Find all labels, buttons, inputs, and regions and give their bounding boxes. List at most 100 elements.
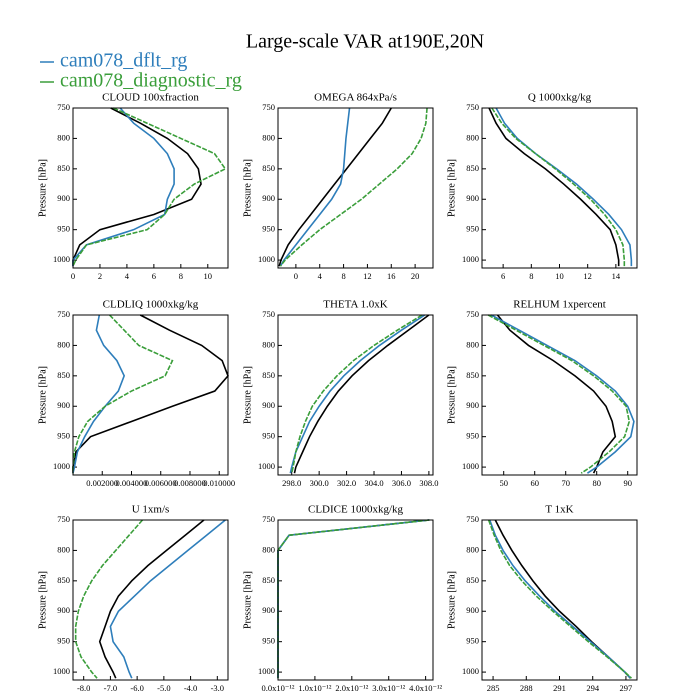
plot-frame xyxy=(481,314,638,476)
x-tick-label: 8 xyxy=(179,271,183,281)
x-tick-label: 90 xyxy=(623,478,632,488)
y-tick-label: 950 xyxy=(262,224,275,234)
panel-title: Q 1000xkg/kg xyxy=(528,92,592,104)
y-tick-label: 950 xyxy=(466,431,479,441)
profile-line xyxy=(109,519,226,679)
y-tick-label: 900 xyxy=(466,400,479,410)
x-tick-label: 2.0x10⁻¹² xyxy=(335,683,368,693)
profile-line xyxy=(494,519,631,679)
y-axis-label: Pressure [hPa] xyxy=(446,366,457,424)
y-tick-label: 900 xyxy=(262,193,275,203)
x-tick-label: 304.0 xyxy=(364,478,383,488)
y-tick-label: 900 xyxy=(57,605,70,615)
panel-title: OMEGA 864xPa/s xyxy=(314,92,397,104)
x-tick-label: 297 xyxy=(620,683,633,693)
x-tick-label: 0.010000 xyxy=(203,478,235,488)
plot-frame xyxy=(277,107,434,269)
plot-frame xyxy=(277,519,434,681)
x-tick-label: 291 xyxy=(553,683,566,693)
y-tick-label: 950 xyxy=(466,224,479,234)
x-tick-label: -4.0 xyxy=(184,683,197,693)
y-tick-label: 800 xyxy=(57,339,70,349)
y-tick-label: 800 xyxy=(57,544,70,554)
profile-line xyxy=(277,519,430,679)
y-tick-label: 850 xyxy=(57,575,70,585)
y-tick-label: 1000 xyxy=(462,254,479,264)
y-axis-label: Pressure [hPa] xyxy=(446,571,457,629)
y-tick-label: 1000 xyxy=(258,666,275,676)
y-tick-label: 1000 xyxy=(53,254,70,264)
x-tick-label: 0.0x10⁻¹² xyxy=(262,683,295,693)
x-tick-label: 0.002000 xyxy=(86,478,118,488)
y-tick-label: 1000 xyxy=(258,461,275,471)
profile-line xyxy=(277,519,430,679)
x-tick-label: 306.0 xyxy=(392,478,411,488)
profile-line xyxy=(279,107,351,267)
profile-line xyxy=(495,107,633,267)
y-axis-label: Pressure [hPa] xyxy=(37,366,48,424)
profile-line xyxy=(487,314,631,474)
y-tick-label: 950 xyxy=(262,636,275,646)
profile-line xyxy=(277,519,430,679)
profile-line xyxy=(290,314,423,474)
x-tick-label: 16 xyxy=(387,271,396,281)
x-tick-label: 4.0x10⁻¹² xyxy=(409,683,442,693)
y-tick-label: 850 xyxy=(57,163,70,173)
x-tick-label: 308.0 xyxy=(419,478,438,488)
x-tick-label: 8 xyxy=(529,271,533,281)
plot-frame xyxy=(72,314,229,476)
panel-title: CLDLIQ 1000xkg/kg xyxy=(103,299,199,311)
y-tick-label: 800 xyxy=(262,544,275,554)
profile-line xyxy=(488,519,631,679)
x-tick-label: 4 xyxy=(125,271,130,281)
profile-line xyxy=(278,107,392,267)
x-tick-label: -8.0 xyxy=(77,683,90,693)
y-tick-label: 850 xyxy=(466,163,479,173)
y-tick-label: 800 xyxy=(262,339,275,349)
panel-title: T 1xK xyxy=(545,504,573,516)
x-tick-label: 0.006000 xyxy=(145,478,177,488)
profile-line xyxy=(496,314,617,474)
x-tick-label: 12 xyxy=(583,271,592,281)
y-tick-label: 750 xyxy=(262,309,275,319)
y-tick-label: 900 xyxy=(57,400,70,410)
x-tick-label: 10 xyxy=(204,271,213,281)
y-tick-label: 750 xyxy=(466,514,479,524)
x-tick-label: 12 xyxy=(363,271,372,281)
y-axis-label: Pressure [hPa] xyxy=(242,571,253,629)
y-tick-label: 750 xyxy=(466,102,479,112)
y-tick-label: 900 xyxy=(57,193,70,203)
x-tick-label: 60 xyxy=(530,478,539,488)
y-tick-label: 850 xyxy=(262,370,275,380)
panel-title: U 1xm/s xyxy=(132,504,170,516)
y-axis-label: Pressure [hPa] xyxy=(242,366,253,424)
x-tick-label: 0.008000 xyxy=(174,478,206,488)
plot-frame xyxy=(481,519,638,681)
y-axis-label: Pressure [hPa] xyxy=(37,159,48,217)
y-tick-label: 850 xyxy=(262,163,275,173)
y-tick-label: 1000 xyxy=(258,254,275,264)
x-tick-label: 8 xyxy=(341,271,345,281)
profile-line xyxy=(72,314,126,474)
x-tick-label: 4 xyxy=(318,271,323,281)
legend-label: cam078_diagnostic_rg xyxy=(60,70,242,92)
y-tick-label: 750 xyxy=(466,309,479,319)
y-tick-label: 950 xyxy=(466,636,479,646)
x-tick-label: 80 xyxy=(592,478,601,488)
y-tick-label: 750 xyxy=(57,102,70,112)
x-tick-label: 285 xyxy=(487,683,500,693)
x-tick-label: -5.0 xyxy=(157,683,170,693)
x-tick-label: 0.004000 xyxy=(116,478,148,488)
x-tick-label: 50 xyxy=(499,478,508,488)
plot-frame xyxy=(481,107,638,269)
x-tick-label: 2 xyxy=(98,271,102,281)
profile-line xyxy=(72,107,175,267)
x-tick-label: -6.0 xyxy=(130,683,143,693)
panel-title: CLDICE 1000xkg/kg xyxy=(308,504,404,516)
profile-line xyxy=(289,314,426,474)
profile-line xyxy=(487,519,633,679)
profile-line xyxy=(279,107,428,267)
x-tick-label: 300.0 xyxy=(310,478,329,488)
x-tick-label: -7.0 xyxy=(104,683,117,693)
